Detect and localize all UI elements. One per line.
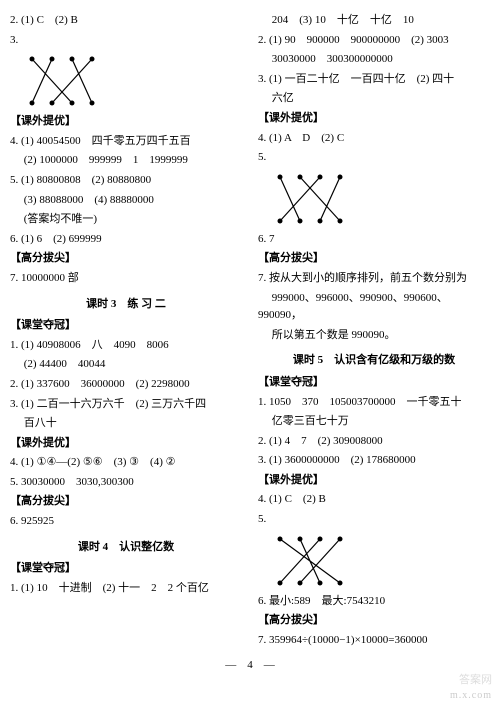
section-header: 【课外提优】: [10, 113, 242, 131]
cross-diagram-1: [26, 53, 96, 109]
cross-diagram-2: [274, 171, 344, 227]
lesson-title: 课时 5 认识含有亿级和万级的数: [258, 352, 490, 370]
text-line: 2. (1) 4 7 (2) 309008000: [258, 433, 490, 451]
text-line: 3. (1) 3600000000 (2) 178680000: [258, 452, 490, 470]
text-line: 2. (1) C (2) B: [10, 12, 242, 30]
section-header: 【课外提优】: [258, 110, 490, 128]
text-line: 6. 7: [258, 231, 490, 249]
text-line: 999000、996000、990900、990600、990090，: [258, 290, 490, 325]
text-line: 6. (1) 6 (2) 699999: [10, 231, 242, 249]
text-line: 3. (1) 一百二十亿 一百四十亿 (2) 四十: [258, 71, 490, 89]
text-line: 4. (1) 40054500 四千零五万四千五百: [10, 133, 242, 151]
text-line: 2. (1) 90 900000 900000000 (2) 3003: [258, 32, 490, 50]
text-line: 5.: [258, 149, 490, 167]
page-number: — 4 —: [10, 657, 490, 675]
text-line: 30030000 300300000000: [258, 51, 490, 69]
text-line: 7. 359964÷(10000−1)×10000=360000: [258, 632, 490, 650]
diagram-svg: [26, 53, 98, 109]
text-line: 六亿: [258, 90, 490, 108]
text-line: 7. 按从大到小的顺序排列，前五个数分别为: [258, 270, 490, 288]
text-line: 3. (1) 二百一十六万六千 (2) 三万六千四: [10, 396, 242, 414]
text-line: 4. (1) A D (2) C: [258, 130, 490, 148]
diagram-svg: [274, 533, 346, 589]
section-header: 【课堂夺冠】: [10, 317, 242, 335]
right-column: 204 (3) 10 十亿 十亿 10 2. (1) 90 900000 900…: [258, 10, 490, 651]
text-line: 1. (1) 10 十进制 (2) 十一 2 2 个百亿: [10, 580, 242, 598]
text-line: 6. 925925: [10, 513, 242, 531]
text-line: 6. 最小:589 最大:7543210: [258, 593, 490, 611]
section-header: 【课堂夺冠】: [258, 374, 490, 392]
lesson-title: 课时 3 练 习 二: [10, 296, 242, 314]
text-line: 2. (1) 337600 36000000 (2) 2298000: [10, 376, 242, 394]
text-line: 4. (1) C (2) B: [258, 491, 490, 509]
text-line: (3) 88088000 (4) 88880000: [10, 192, 242, 210]
text-line: 5. (1) 80800808 (2) 80880800: [10, 172, 242, 190]
text-line: 亿零三百七十万: [258, 413, 490, 431]
watermark-url: m.x.com: [450, 688, 492, 704]
text-line: (答案均不唯一): [10, 211, 242, 229]
section-header: 【高分拔尖】: [258, 612, 490, 630]
section-header: 【高分拔尖】: [258, 250, 490, 268]
text-line: 7. 10000000 部: [10, 270, 242, 288]
section-header: 【高分拔尖】: [10, 493, 242, 511]
section-header: 【课堂夺冠】: [10, 560, 242, 578]
cross-diagram-3: [274, 533, 344, 589]
text-line: (2) 44400 40044: [10, 356, 242, 374]
text-line: 5.: [258, 511, 490, 529]
text-line: 1. 1050 370 105003700000 一千零五十: [258, 394, 490, 412]
text-line: (2) 1000000 999999 1 1999999: [10, 152, 242, 170]
text-line: 百八十: [10, 415, 242, 433]
left-column: 2. (1) C (2) B 3. 【课外提优】 4. (1) 40054500…: [10, 10, 242, 651]
lesson-title: 课时 4 认识整亿数: [10, 539, 242, 557]
columns: 2. (1) C (2) B 3. 【课外提优】 4. (1) 40054500…: [10, 10, 490, 651]
section-header: 【课外提优】: [258, 472, 490, 490]
text-line: 4. (1) ①④—(2) ⑤⑥ (3) ③ (4) ②: [10, 454, 242, 472]
text-line: 3.: [10, 32, 242, 50]
text-line: 1. (1) 40908006 八 4090 8006: [10, 337, 242, 355]
text-line: 204 (3) 10 十亿 十亿 10: [258, 12, 490, 30]
text-line: 所以第五个数是 990090。: [258, 327, 490, 345]
section-header: 【高分拔尖】: [10, 250, 242, 268]
diagram-svg: [274, 171, 346, 227]
section-header: 【课外提优】: [10, 435, 242, 453]
text-line: 5. 30030000 3030,300300: [10, 474, 242, 492]
